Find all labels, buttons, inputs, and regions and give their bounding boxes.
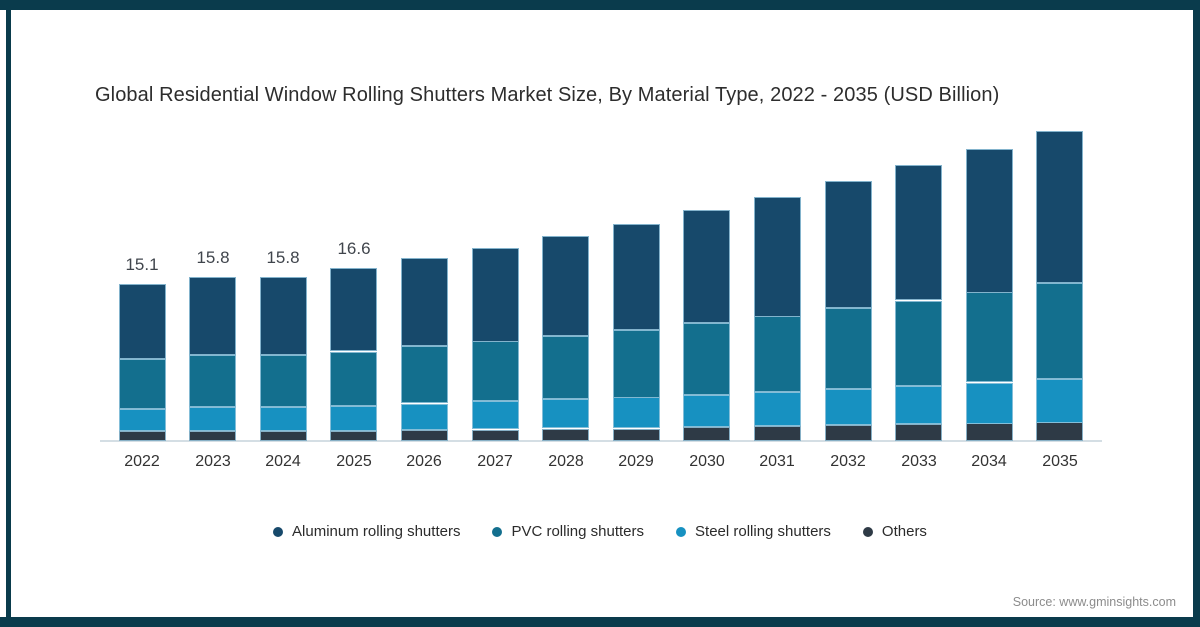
bar-segment-aluminum-rolling-shutters-2023 <box>189 277 236 355</box>
bar-segment-steel-rolling-shutters-2034 <box>966 383 1013 424</box>
bar-segment-others-2032 <box>825 425 872 441</box>
bar-segment-steel-rolling-shutters-2023 <box>189 407 236 431</box>
legend-item-steel-rolling-shutters: Steel rolling shutters <box>676 523 831 540</box>
bar-segment-others-2024 <box>260 431 307 441</box>
x-tick-label-2024: 2024 <box>265 453 301 470</box>
x-tick-label-2022: 2022 <box>124 453 160 470</box>
legend-dot-icon <box>862 526 873 537</box>
bar-segment-steel-rolling-shutters-2027 <box>472 401 519 429</box>
x-tick-label-2034: 2034 <box>971 453 1007 470</box>
bar-segment-others-2031 <box>754 426 801 441</box>
frame-border-bottom <box>0 617 1200 627</box>
bar-segment-others-2034 <box>966 423 1013 441</box>
bar-segment-aluminum-rolling-shutters-2035 <box>1036 131 1083 283</box>
bar-segment-aluminum-rolling-shutters-2024 <box>260 277 307 355</box>
bar-segment-pvc-rolling-shutters-2023 <box>189 355 236 407</box>
bar-segment-steel-rolling-shutters-2028 <box>542 399 589 428</box>
bar-total-label-2025: 16.6 <box>337 239 371 258</box>
frame-border-left <box>6 10 11 617</box>
bar-segment-aluminum-rolling-shutters-2032 <box>825 181 872 308</box>
bar-segment-pvc-rolling-shutters-2029 <box>613 330 660 398</box>
bar-segment-steel-rolling-shutters-2031 <box>754 392 801 426</box>
bar-segment-aluminum-rolling-shutters-2030 <box>683 210 730 323</box>
bar-segment-aluminum-rolling-shutters-2027 <box>472 248 519 342</box>
x-tick-label-2033: 2033 <box>901 453 937 470</box>
legend-item-others: Others <box>862 523 927 540</box>
bar-segment-others-2025 <box>330 431 377 441</box>
bar-segment-pvc-rolling-shutters-2026 <box>401 346 448 403</box>
legend-label: Steel rolling shutters <box>695 523 831 540</box>
bar-segment-steel-rolling-shutters-2026 <box>401 404 448 430</box>
bar-segment-others-2027 <box>472 430 519 441</box>
bar-segment-aluminum-rolling-shutters-2026 <box>401 258 448 346</box>
bar-segment-pvc-rolling-shutters-2033 <box>895 301 942 386</box>
bar-segment-others-2035 <box>1036 422 1083 441</box>
bar-segment-steel-rolling-shutters-2032 <box>825 389 872 425</box>
bar-segment-pvc-rolling-shutters-2035 <box>1036 283 1083 379</box>
bar-segment-pvc-rolling-shutters-2032 <box>825 308 872 389</box>
bar-segment-steel-rolling-shutters-2024 <box>260 407 307 431</box>
x-axis-line <box>100 440 1102 442</box>
legend-label: PVC rolling shutters <box>511 523 645 540</box>
x-tick-label-2028: 2028 <box>548 453 584 470</box>
x-tick-label-2027: 2027 <box>477 453 513 470</box>
bar-segment-pvc-rolling-shutters-2034 <box>966 292 1013 382</box>
bar-segment-pvc-rolling-shutters-2025 <box>330 352 377 406</box>
legend-item-pvc-rolling-shutters: PVC rolling shutters <box>492 523 644 540</box>
legend-dot-icon <box>676 526 687 537</box>
bar-segment-others-2023 <box>189 431 236 441</box>
bar-segment-steel-rolling-shutters-2029 <box>613 397 660 428</box>
legend-item-aluminum-rolling-shutters: Aluminum rolling shutters <box>273 523 460 540</box>
bar-segment-others-2030 <box>683 427 730 441</box>
bar-segment-steel-rolling-shutters-2033 <box>895 386 942 424</box>
bar-segment-aluminum-rolling-shutters-2025 <box>330 268 377 351</box>
source-note: Source: www.gminsights.com <box>1012 595 1176 609</box>
bar-segment-pvc-rolling-shutters-2024 <box>260 355 307 407</box>
bar-segment-steel-rolling-shutters-2025 <box>330 406 377 431</box>
legend-dot-icon <box>492 526 503 537</box>
bar-segment-aluminum-rolling-shutters-2028 <box>542 236 589 336</box>
bar-segment-others-2029 <box>613 429 660 441</box>
frame-border-right <box>1193 10 1200 617</box>
bar-total-label-2022: 15.1 <box>125 255 159 274</box>
bar-total-label-2024: 15.8 <box>266 248 300 267</box>
legend-dot-icon <box>273 526 284 537</box>
legend-label: Others <box>881 523 927 540</box>
bar-segment-steel-rolling-shutters-2035 <box>1036 379 1083 423</box>
bar-segment-pvc-rolling-shutters-2022 <box>119 359 166 409</box>
bar-segment-pvc-rolling-shutters-2031 <box>754 316 801 392</box>
chart-title: Global Residential Window Rolling Shutte… <box>95 84 1000 106</box>
bar-segment-aluminum-rolling-shutters-2022 <box>119 284 166 359</box>
x-tick-label-2032: 2032 <box>830 453 866 470</box>
bar-segment-aluminum-rolling-shutters-2034 <box>966 149 1013 293</box>
x-tick-label-2026: 2026 <box>406 453 442 470</box>
bar-segment-others-2022 <box>119 431 166 441</box>
frame-border-top <box>0 0 1200 10</box>
bar-segment-others-2026 <box>401 430 448 441</box>
bar-segment-steel-rolling-shutters-2022 <box>119 409 166 431</box>
legend: Aluminum rolling shutters PVC rolling shu… <box>0 523 1200 540</box>
x-tick-label-2029: 2029 <box>618 453 654 470</box>
bar-segment-pvc-rolling-shutters-2028 <box>542 336 589 399</box>
bar-segment-aluminum-rolling-shutters-2033 <box>895 165 942 300</box>
bar-segment-pvc-rolling-shutters-2030 <box>683 323 730 395</box>
bar-segment-aluminum-rolling-shutters-2031 <box>754 197 801 317</box>
bar-segment-others-2028 <box>542 429 589 441</box>
bar-segment-others-2033 <box>895 424 942 441</box>
x-tick-label-2031: 2031 <box>759 453 795 470</box>
x-tick-label-2025: 2025 <box>336 453 372 470</box>
bar-segment-aluminum-rolling-shutters-2029 <box>613 224 660 330</box>
bar-total-label-2023: 15.8 <box>196 248 230 267</box>
bar-segment-pvc-rolling-shutters-2027 <box>472 341 519 401</box>
legend-label: Aluminum rolling shutters <box>292 523 461 540</box>
x-tick-label-2030: 2030 <box>689 453 725 470</box>
bar-segment-steel-rolling-shutters-2030 <box>683 395 730 427</box>
x-tick-label-2023: 2023 <box>195 453 231 470</box>
x-tick-label-2035: 2035 <box>1042 453 1078 470</box>
